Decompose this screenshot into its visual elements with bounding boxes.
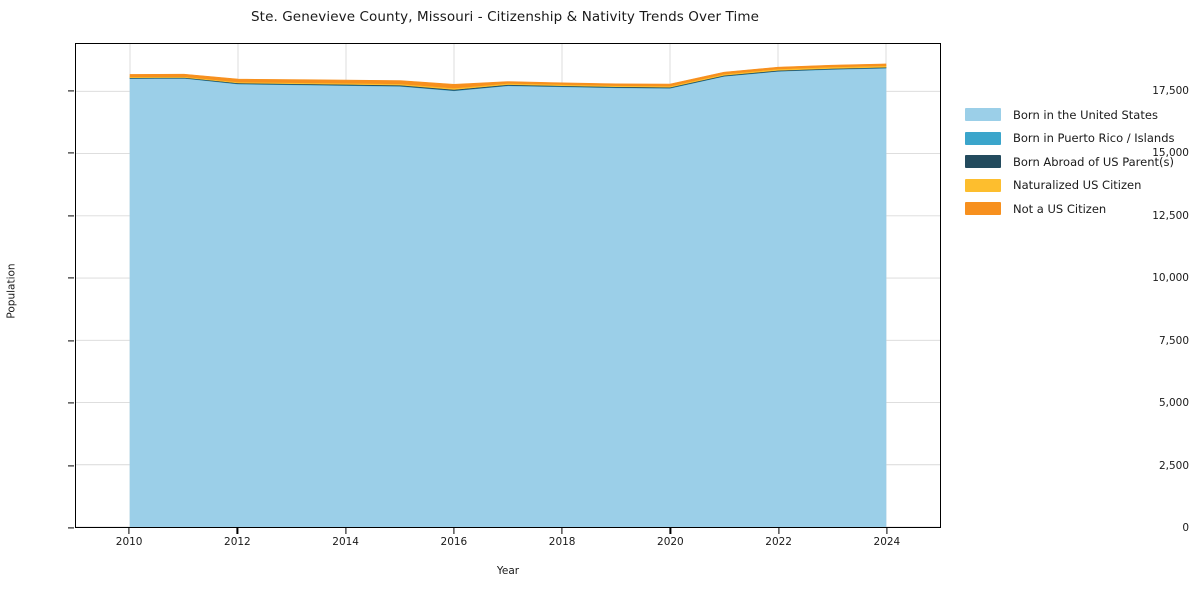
x-axis-tick-mark (345, 528, 347, 534)
y-axis-tick-mark (68, 527, 74, 529)
x-axis-tick-mark (128, 528, 130, 534)
x-axis-tick-mark (561, 528, 563, 534)
y-axis-tick-mark (68, 339, 74, 342)
legend-item-label: Naturalized US Citizen (1013, 178, 1142, 193)
x-axis-tick-label: 2014 (332, 536, 359, 548)
legend-color-swatch (965, 202, 1001, 216)
area-chart-svg (76, 44, 940, 527)
legend-item[interactable]: Not a US Citizen (965, 197, 1175, 221)
y-axis-tick-label: 2,500 (1158, 459, 1189, 472)
y-axis-tick-mark (68, 277, 74, 279)
chart-title: Ste. Genevieve County, Missouri - Citize… (251, 9, 759, 25)
x-axis-tick-label: 2024 (873, 536, 901, 548)
x-axis-tick-mark (453, 528, 455, 534)
y-axis-label: Population (5, 263, 18, 319)
x-axis-tick-label: 2022 (765, 536, 792, 548)
legend-item-label: Born Abroad of US Parent(s) (1013, 154, 1174, 169)
stacked-areas (129, 63, 887, 527)
legend-item-label: Born in the United States (1013, 107, 1158, 122)
y-axis-tick-label: 0 (1182, 522, 1189, 534)
chart-legend: Born in the United States Born in Puerto … (965, 103, 1175, 221)
area-series (129, 67, 887, 527)
y-axis-tick-mark (68, 89, 74, 92)
y-axis-tick-label: 17,500 (1152, 84, 1189, 97)
y-axis-tick-label: 15,000 (1152, 147, 1189, 159)
y-axis-tick-label: 10,000 (1152, 272, 1189, 284)
y-axis-tick-mark (68, 402, 74, 404)
y-axis-tick-label: 12,500 (1152, 209, 1189, 222)
x-axis-tick-mark (669, 528, 671, 534)
plot-area (75, 43, 941, 528)
legend-item-label: Born in Puerto Rico / Islands (1013, 131, 1175, 146)
legend-item-label: Not a US Citizen (1013, 201, 1107, 216)
x-axis-tick-label: 2016 (440, 536, 468, 548)
legend-item[interactable]: Born in Puerto Rico / Islands (965, 127, 1175, 151)
legend-color-swatch (965, 155, 1001, 169)
legend-item[interactable]: Born in the United States (965, 103, 1175, 127)
y-axis-tick-mark (68, 214, 74, 217)
x-axis-label: Year (496, 565, 520, 577)
x-axis-tick-mark (886, 528, 888, 534)
y-axis-tick-mark (68, 152, 74, 154)
area-series (129, 63, 887, 89)
legend-color-swatch (965, 108, 1001, 122)
x-axis-tick-mark (778, 528, 780, 534)
y-axis-tick-label: 5,000 (1158, 397, 1189, 409)
x-axis-tick-mark (236, 528, 238, 534)
legend-item[interactable]: Naturalized US Citizen (965, 174, 1175, 198)
legend-item[interactable]: Born Abroad of US Parent(s) (965, 150, 1175, 174)
x-axis-tick-label: 2012 (224, 536, 251, 548)
y-axis-tick-label: 7,500 (1158, 334, 1189, 347)
x-axis-tick-label: 2020 (657, 536, 684, 548)
legend-color-swatch (965, 178, 1001, 192)
x-axis-tick-label: 2010 (115, 536, 143, 548)
x-axis-tick-label: 2018 (548, 536, 576, 548)
y-axis-tick-mark (68, 464, 74, 467)
legend-color-swatch (965, 131, 1001, 145)
